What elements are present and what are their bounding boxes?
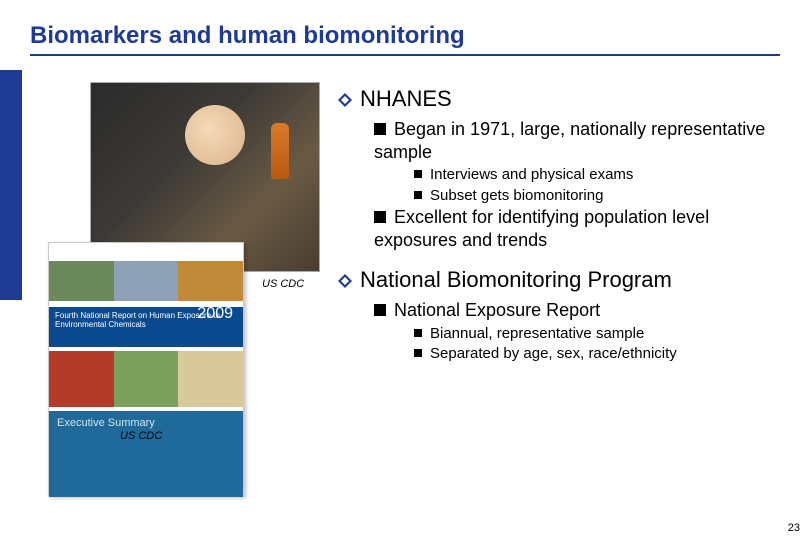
caption-report-cover: US CDC: [120, 430, 162, 442]
report-cover-placeholder: Fourth National Report on Human Exposure…: [48, 242, 244, 496]
report-summary: Executive Summary: [49, 411, 243, 497]
bullet-nhanes-began-text: Began in 1971, large, nationally represe…: [374, 119, 765, 162]
diamond-bullet-icon: [338, 274, 352, 288]
small-square-bullet-icon: [414, 349, 422, 357]
caption-lab-photo: US CDC: [262, 278, 304, 290]
bullet-nhanes: NHANES: [338, 86, 776, 112]
left-accent-bar: [0, 70, 22, 300]
bullet-separated-text: Separated by age, sex, race/ethnicity: [430, 345, 677, 362]
bullet-biannual-text: Biannual, representative sample: [430, 325, 644, 342]
slide-title: Biomarkers and human biomonitoring: [30, 22, 780, 56]
bullet-nhanes-began: Began in 1971, large, nationally represe…: [374, 118, 776, 163]
bullet-ner: National Exposure Report: [374, 299, 776, 322]
bullet-excellent-text: Excellent for identifying population lev…: [374, 207, 709, 250]
bullet-interviews: Interviews and physical exams: [414, 165, 776, 185]
square-bullet-icon: [374, 304, 386, 316]
small-square-bullet-icon: [414, 170, 422, 178]
bullet-separated: Separated by age, sex, race/ethnicity: [414, 344, 776, 364]
report-year: 2009: [197, 305, 233, 323]
diamond-bullet-icon: [338, 93, 352, 107]
bullet-ner-text: National Exposure Report: [394, 300, 600, 320]
square-bullet-icon: [374, 123, 386, 135]
bullet-subset: Subset gets biomonitoring: [414, 186, 776, 206]
bullet-nhanes-text: NHANES: [360, 86, 452, 111]
bullet-excellent: Excellent for identifying population lev…: [374, 206, 776, 251]
left-column: US CDC Fourth National Report on Human E…: [34, 82, 314, 365]
right-column: NHANES Began in 1971, large, nationally …: [338, 82, 776, 365]
bullet-biannual: Biannual, representative sample: [414, 324, 776, 344]
small-square-bullet-icon: [414, 191, 422, 199]
bullet-nbp-text: National Biomonitoring Program: [360, 267, 672, 292]
small-square-bullet-icon: [414, 329, 422, 337]
bullet-interviews-text: Interviews and physical exams: [430, 166, 633, 183]
slide-number: 23: [788, 522, 800, 534]
content-row: US CDC Fourth National Report on Human E…: [34, 82, 776, 365]
square-bullet-icon: [374, 211, 386, 223]
bullet-subset-text: Subset gets biomonitoring: [430, 187, 603, 204]
bullet-nbp: National Biomonitoring Program: [338, 267, 776, 293]
